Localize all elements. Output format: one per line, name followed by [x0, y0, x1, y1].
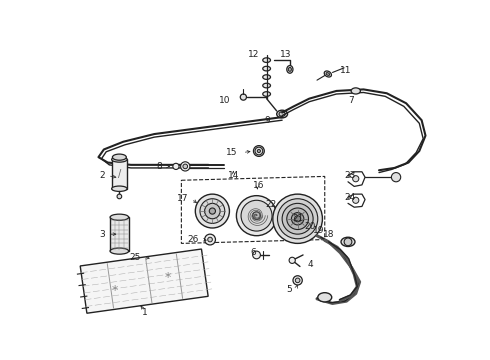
Text: 8: 8 — [156, 162, 162, 171]
Ellipse shape — [288, 67, 292, 71]
Circle shape — [200, 199, 225, 223]
Text: 10: 10 — [219, 96, 230, 105]
Ellipse shape — [263, 92, 270, 96]
Text: /: / — [118, 169, 121, 179]
Text: 21: 21 — [292, 214, 304, 223]
Text: 3: 3 — [99, 230, 105, 239]
Text: 25: 25 — [129, 253, 140, 262]
Ellipse shape — [279, 112, 285, 116]
Ellipse shape — [263, 58, 270, 62]
Text: 26: 26 — [188, 235, 199, 244]
Ellipse shape — [110, 214, 129, 220]
Circle shape — [173, 163, 179, 170]
Ellipse shape — [287, 66, 293, 73]
Ellipse shape — [110, 248, 129, 254]
Text: 13: 13 — [280, 50, 291, 59]
Circle shape — [295, 278, 300, 283]
Text: 22: 22 — [266, 201, 277, 210]
Text: 14: 14 — [228, 171, 239, 180]
Bar — [110, 217, 129, 251]
Circle shape — [273, 194, 322, 243]
Ellipse shape — [263, 75, 270, 80]
Circle shape — [196, 194, 229, 228]
Circle shape — [183, 164, 188, 169]
Circle shape — [209, 208, 216, 214]
Circle shape — [253, 212, 260, 220]
Text: 2: 2 — [99, 171, 105, 180]
Text: 19: 19 — [313, 226, 325, 235]
Circle shape — [353, 176, 359, 182]
Circle shape — [282, 203, 313, 234]
Ellipse shape — [318, 293, 332, 302]
Circle shape — [392, 172, 401, 182]
Circle shape — [294, 216, 301, 222]
Circle shape — [205, 203, 220, 219]
Circle shape — [353, 197, 359, 203]
Text: 18: 18 — [323, 230, 335, 239]
Text: 6: 6 — [251, 248, 257, 257]
Circle shape — [292, 213, 304, 225]
Text: 1: 1 — [142, 308, 148, 317]
Ellipse shape — [341, 237, 355, 247]
Text: 5: 5 — [287, 285, 292, 294]
Circle shape — [181, 162, 190, 171]
Ellipse shape — [277, 110, 288, 118]
Text: 17: 17 — [177, 194, 188, 203]
Circle shape — [117, 158, 122, 163]
Circle shape — [289, 257, 295, 264]
Circle shape — [277, 199, 318, 239]
Text: *: * — [112, 284, 118, 297]
Circle shape — [257, 149, 260, 153]
Circle shape — [241, 200, 272, 231]
Circle shape — [287, 208, 309, 230]
Text: 24: 24 — [344, 193, 355, 202]
Text: 4: 4 — [308, 260, 313, 269]
Ellipse shape — [324, 71, 331, 77]
Circle shape — [293, 276, 302, 285]
Ellipse shape — [253, 145, 264, 156]
Ellipse shape — [112, 186, 127, 192]
Text: 7: 7 — [348, 96, 354, 105]
Circle shape — [208, 237, 212, 242]
Ellipse shape — [263, 66, 270, 71]
Ellipse shape — [326, 73, 330, 75]
Text: *: * — [165, 271, 171, 284]
Ellipse shape — [112, 154, 126, 160]
Text: 9: 9 — [265, 116, 270, 125]
Ellipse shape — [112, 157, 127, 162]
Bar — [80, 249, 208, 313]
Circle shape — [344, 238, 352, 246]
Ellipse shape — [263, 83, 270, 88]
Circle shape — [255, 147, 263, 155]
Circle shape — [117, 194, 122, 199]
Text: 20: 20 — [305, 222, 316, 231]
Ellipse shape — [240, 94, 246, 100]
Circle shape — [253, 251, 260, 259]
Text: 23: 23 — [344, 171, 356, 180]
Text: 11: 11 — [340, 66, 352, 75]
Ellipse shape — [351, 88, 361, 94]
Circle shape — [236, 195, 277, 236]
Text: 12: 12 — [248, 50, 259, 59]
Text: 15: 15 — [226, 148, 238, 157]
Circle shape — [205, 234, 216, 245]
Bar — [112, 159, 127, 189]
Text: 16: 16 — [253, 181, 265, 190]
